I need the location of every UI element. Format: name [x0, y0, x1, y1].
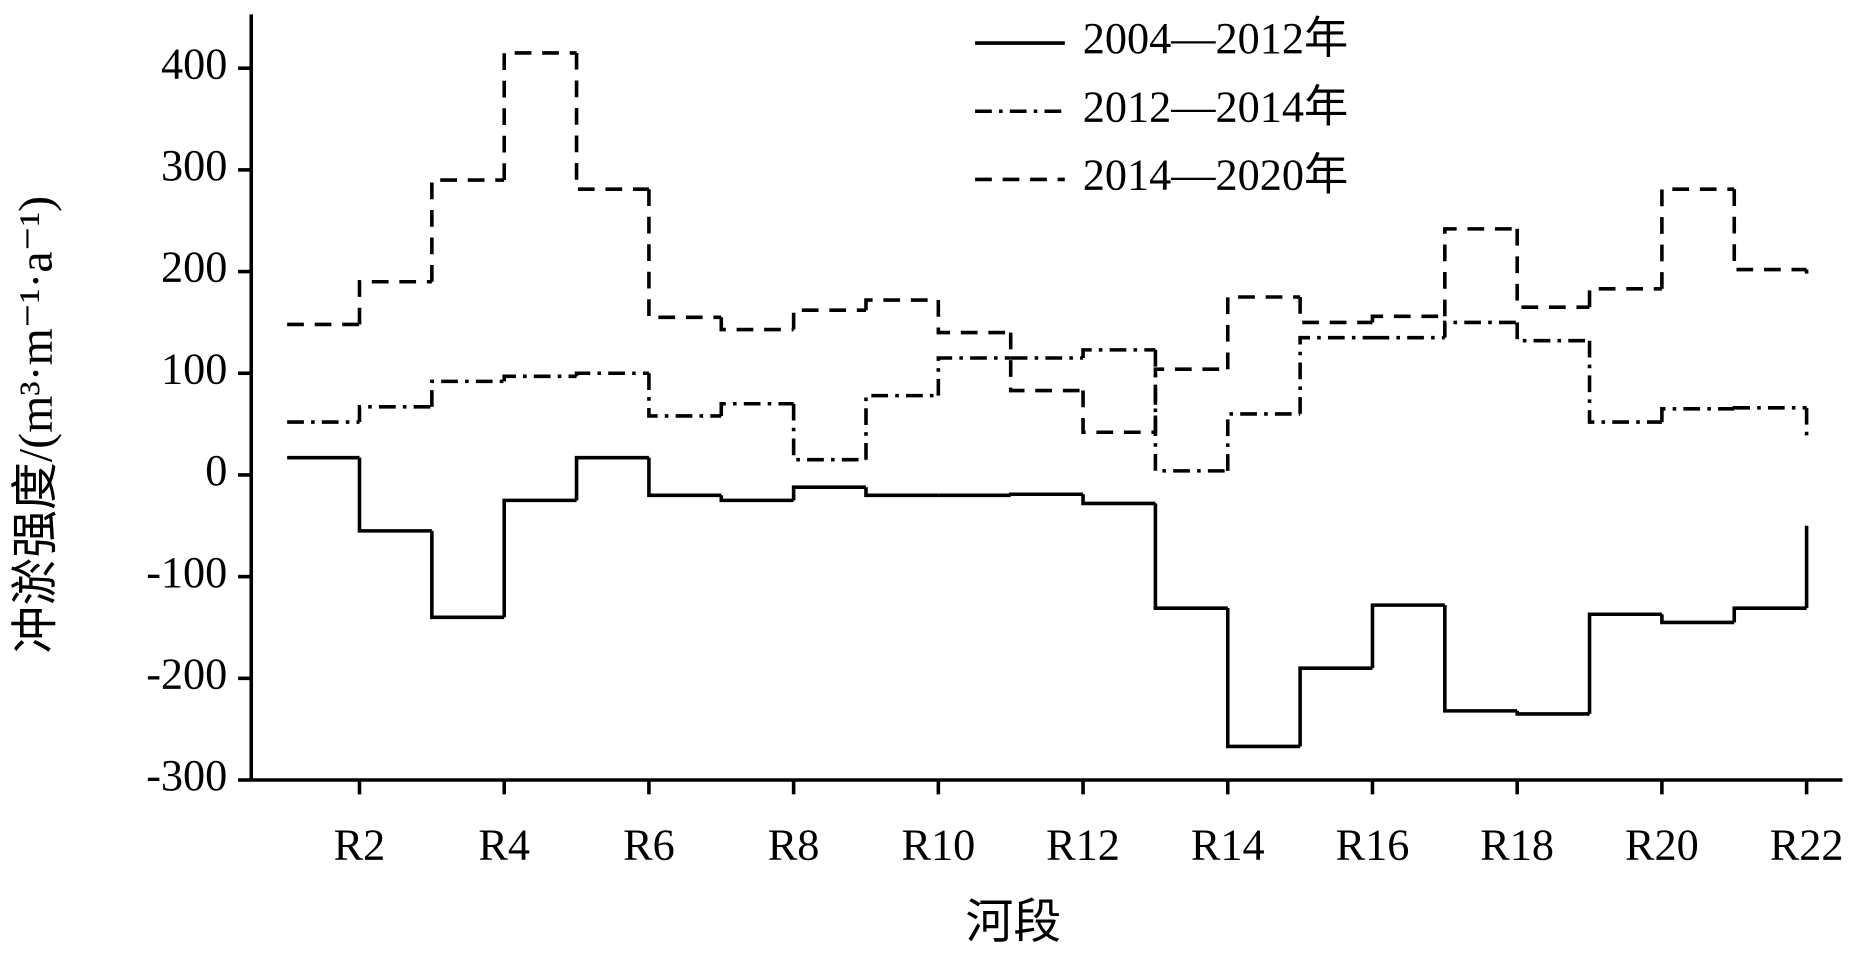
step-segment: [647, 457, 722, 498]
step-segment: [936, 300, 1011, 335]
x-tick-label: R14: [1191, 821, 1265, 870]
step-segment: [1587, 287, 1662, 308]
step-segment: [647, 189, 722, 320]
step-segment: [1153, 503, 1228, 610]
step-segment: [647, 373, 722, 418]
step-segment: [791, 403, 866, 462]
step-segment: [1587, 340, 1662, 424]
step-segment: [1081, 348, 1156, 359]
step-segment: [1443, 320, 1518, 338]
step-segment: [430, 530, 505, 620]
step-segment: [1732, 189, 1807, 272]
step-segment: [574, 455, 649, 501]
step-segment: [1515, 228, 1590, 309]
y-tick-label: 300: [161, 141, 227, 190]
step-segment: [936, 356, 1011, 396]
step-segment: [1660, 614, 1735, 625]
step-segment: [430, 379, 505, 407]
step-segment: [502, 51, 577, 181]
step-segment: [1008, 332, 1084, 393]
step-segment: [1153, 367, 1228, 433]
step-segment: [1298, 666, 1373, 747]
x-tick-label: R4: [478, 821, 530, 870]
x-tick-label: R10: [901, 821, 975, 870]
y-tick-label: 100: [161, 344, 227, 393]
step-segment: [1081, 390, 1156, 435]
step-segment: [791, 308, 866, 330]
y-axis-label: 冲淤强度/(m³·m⁻¹·a⁻¹): [10, 196, 63, 654]
y-tick-label: 200: [161, 243, 227, 292]
step-segment: [1008, 492, 1084, 497]
step-segment: [719, 401, 794, 416]
x-tick-label: R20: [1625, 821, 1699, 870]
step-segment: [719, 495, 794, 503]
step-segment: [1225, 412, 1301, 471]
step-segment: [1515, 710, 1590, 716]
x-tick-label: R8: [768, 821, 820, 870]
step-segment: [719, 317, 794, 332]
step-segment: [1225, 608, 1301, 749]
step-segment: [1660, 187, 1735, 289]
y-tick-label: -200: [146, 649, 227, 698]
step-segment: [1587, 612, 1662, 714]
step-segment: [1443, 227, 1518, 317]
step-segment: [1370, 314, 1445, 323]
legend-label: 2012—2014年: [1083, 82, 1349, 131]
step-segment: [864, 487, 939, 498]
legend-label: 2004—2012年: [1083, 14, 1349, 63]
step-segment: [1225, 295, 1301, 370]
step-segment: [430, 178, 505, 282]
step-segment: [1298, 335, 1373, 414]
step-segment: [502, 498, 577, 618]
x-tick-label: R16: [1336, 821, 1410, 870]
x-tick-label: R18: [1480, 821, 1554, 870]
step-segment: [864, 393, 939, 460]
step-segment: [1732, 406, 1807, 410]
x-tick-label: R6: [623, 821, 675, 870]
step-segment: [1081, 494, 1156, 506]
x-tick-label: R12: [1046, 821, 1120, 870]
step-segment: [357, 405, 432, 423]
y-tick-label: 0: [205, 446, 227, 495]
step-segment: [574, 52, 649, 191]
step-segment: [1732, 606, 1807, 623]
step-segment: [357, 279, 432, 325]
y-tick-label: -300: [146, 751, 227, 800]
x-axis-label: 河段: [966, 896, 1062, 949]
x-tick-label: R2: [334, 821, 386, 870]
x-tick-label: R22: [1770, 821, 1844, 870]
step-segment: [1370, 603, 1445, 669]
y-tick-label: -100: [146, 548, 227, 597]
legend-label: 2014—2020年: [1083, 151, 1349, 200]
step-segment: [864, 298, 939, 311]
step-segment: [357, 457, 432, 533]
step-segment: [791, 485, 866, 501]
step-segment: [1515, 322, 1590, 343]
step-segment: [574, 371, 649, 377]
step-segment: [1660, 407, 1735, 423]
step-segment: [1298, 296, 1373, 325]
y-tick-label: 400: [161, 39, 227, 88]
step-segment: [1443, 605, 1518, 713]
step-segment: [502, 374, 577, 382]
